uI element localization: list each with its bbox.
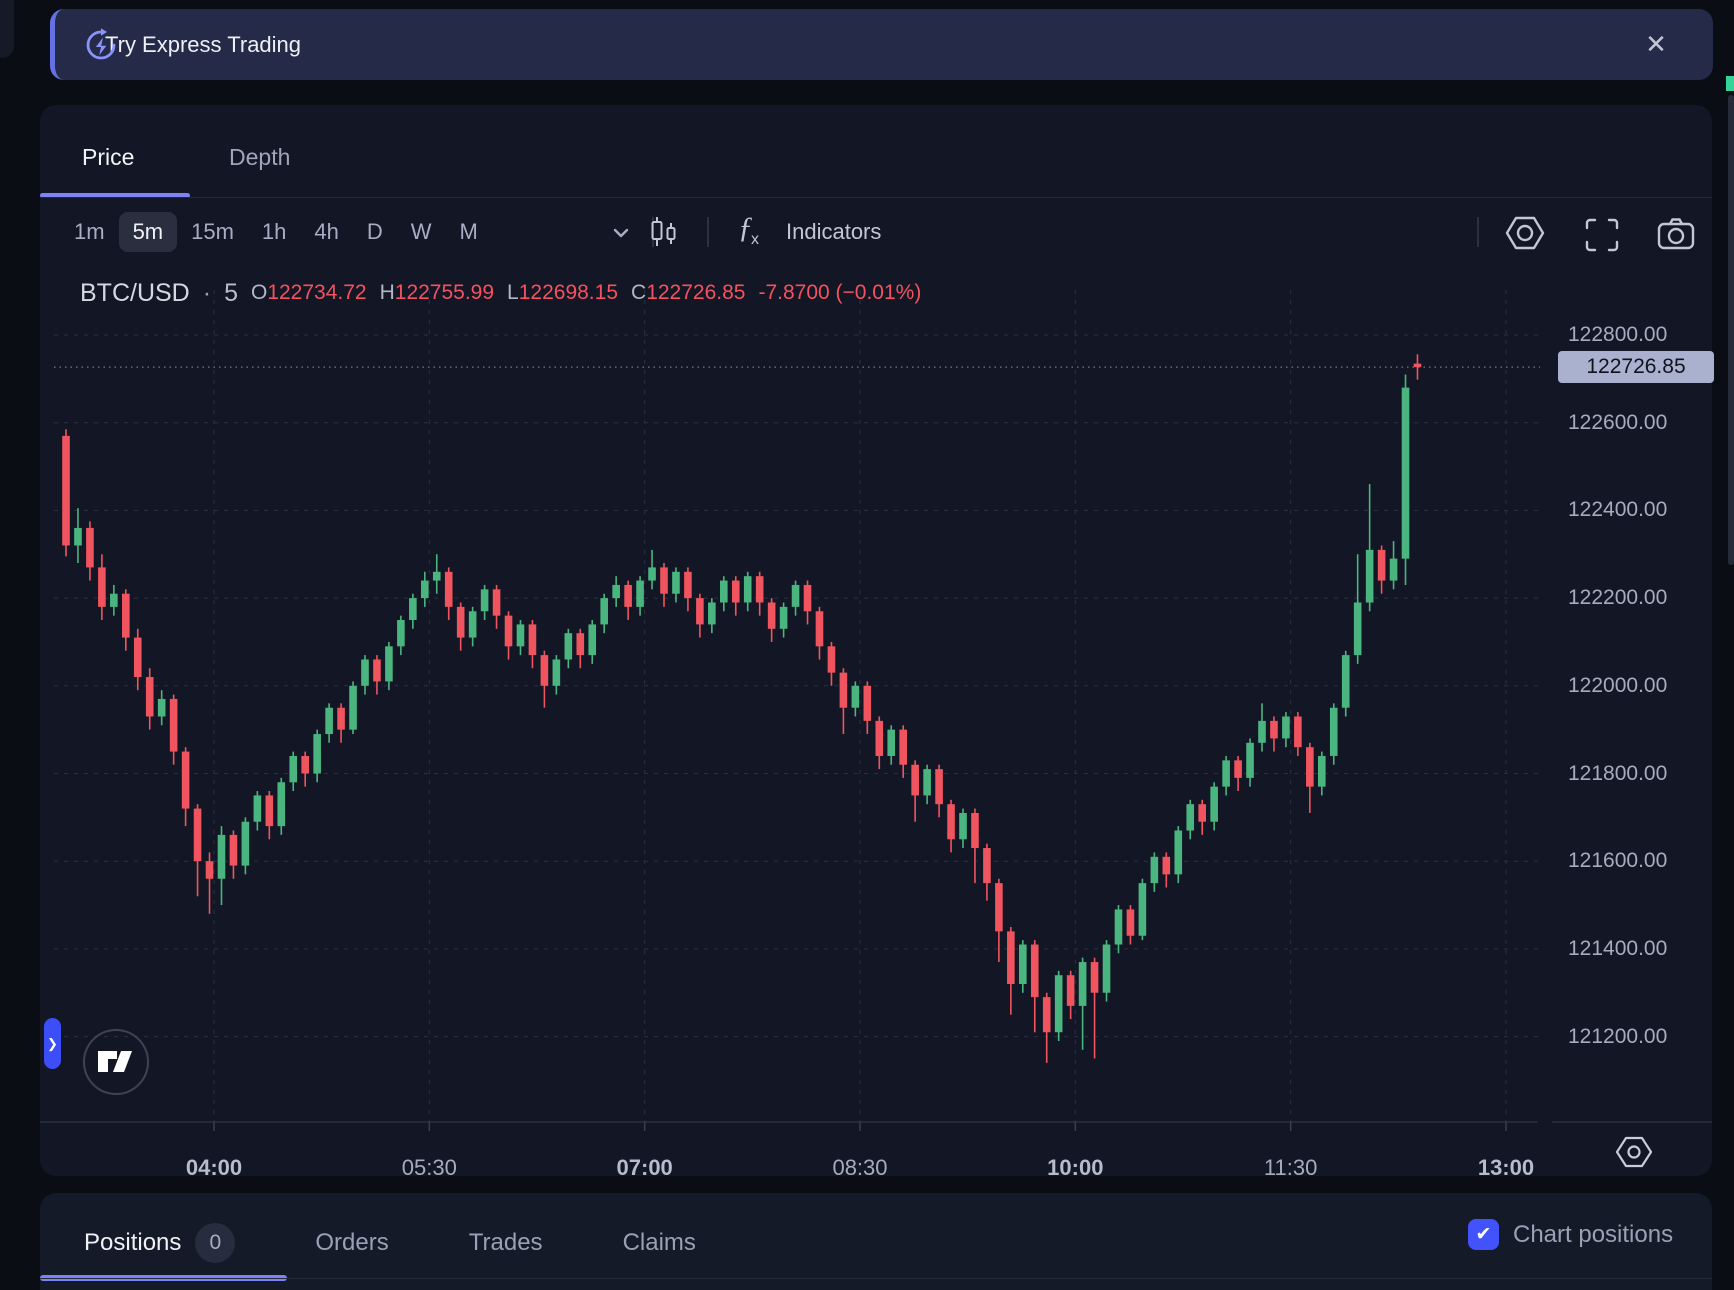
close-value: C122726.85 — [631, 281, 746, 304]
fullscreen-icon[interactable] — [1584, 217, 1620, 253]
price-tick-label: 122800.00 — [1568, 323, 1668, 346]
timeframe-5m[interactable]: 5m — [118, 212, 178, 252]
ohlc-legend: BTC/USD · 5 O122734.72 H122755.99 L12269… — [80, 277, 921, 309]
low-value: L122698.15 — [507, 281, 619, 304]
price-tick-label: 122400.00 — [1568, 498, 1668, 522]
price-tick-label: 121200.00 — [1568, 1024, 1668, 1048]
symbol-label[interactable]: BTC/USD — [80, 278, 190, 307]
camera-icon[interactable] — [1656, 215, 1696, 253]
bottom-tab-label: Trades — [468, 1229, 543, 1256]
scrollbar-thumb[interactable] — [1728, 95, 1734, 565]
positions-count-badge: 0 — [195, 1223, 236, 1263]
bottom-tab-orders[interactable]: Orders — [315, 1229, 388, 1257]
candles-icon[interactable] — [644, 213, 682, 253]
bottom-tab-positions[interactable]: Positions 0 — [84, 1223, 236, 1263]
toolbar-separator — [707, 217, 709, 247]
chevron-right-icon: ❯ — [47, 1035, 58, 1051]
open-value: O122734.72 — [250, 281, 367, 304]
chevron-down-icon[interactable] — [606, 213, 636, 251]
timeframe-4h[interactable]: 4h — [314, 219, 339, 244]
toolbar-separator — [1477, 217, 1479, 247]
timeframe-row: 1m 5m 15m 1h 4h D W M — [60, 209, 492, 255]
timeframe-1m[interactable]: 1m — [74, 219, 105, 244]
timeframe-1h[interactable]: 1h — [261, 219, 287, 244]
express-trading-refresh-bolt-icon — [86, 28, 116, 60]
banner-label: Try Express Trading — [105, 31, 302, 57]
bottom-tab-label: Claims — [622, 1229, 696, 1256]
time-tick-label: 13:00 — [1477, 1155, 1535, 1180]
offscreen-element-sliver — [1726, 76, 1734, 91]
checkbox-checked[interactable]: ✔ — [1468, 1219, 1499, 1250]
time-tick-label: 08:30 — [832, 1155, 888, 1180]
tradingview-logo[interactable] — [83, 1029, 149, 1095]
price-tick-label: 121800.00 — [1568, 761, 1668, 785]
pane-collapse-handle[interactable]: ❯ — [44, 1018, 61, 1069]
last-price-tag: 122726.85 — [1558, 351, 1714, 384]
bottom-tab-label: Positions — [84, 1229, 182, 1256]
bottom-tab-trades[interactable]: Trades — [469, 1229, 543, 1257]
tabs-divider — [40, 197, 1712, 198]
gear-icon[interactable] — [1504, 215, 1546, 251]
chart-panel: Price Depth 1m 5m 15m 1h 4h D W M ƒx Indicators — [40, 105, 1714, 1180]
price-tick-label: 121400.00 — [1568, 936, 1668, 960]
timeframe-d[interactable]: D — [366, 219, 383, 244]
tab-depth[interactable]: Depth — [229, 144, 291, 170]
time-tick-label: 11:30 — [1263, 1155, 1318, 1180]
timeframe-w[interactable]: W — [410, 219, 432, 244]
active-tab-underline — [40, 193, 190, 198]
indicators-button[interactable]: Indicators — [786, 219, 882, 244]
time-tick-label: 10:00 — [1047, 1155, 1104, 1180]
time-tick-label: 05:30 — [401, 1155, 457, 1180]
time-tick-label: 07:00 — [616, 1155, 673, 1180]
high-value: H122755.99 — [379, 281, 495, 304]
interval-label: 5 — [224, 278, 238, 307]
price-tick-label: 122200.00 — [1568, 586, 1668, 610]
bottom-tab-claims[interactable]: Claims — [623, 1229, 696, 1257]
price-tick-label: 122600.00 — [1568, 410, 1668, 434]
timeframe-15m[interactable]: 15m — [191, 219, 234, 244]
bottom-tab-label: Orders — [315, 1229, 389, 1256]
legend-separator: · — [202, 278, 212, 307]
express-trading-banner[interactable]: Try Express Trading ✕ — [50, 9, 1713, 80]
change-value: -7.8700 (−0.01%) — [758, 281, 922, 304]
chart-positions-label: Chart positions — [1513, 1220, 1674, 1248]
close-icon[interactable]: ✕ — [1645, 29, 1667, 59]
bottom-tabs: Positions 0 Orders Trades Claims — [84, 1223, 696, 1263]
time-tick-label: 04:00 — [185, 1155, 243, 1180]
price-tick-label: 122000.00 — [1568, 673, 1668, 697]
bottom-tabs-divider — [40, 1278, 1712, 1279]
checkmark-icon: ✔ — [1475, 1224, 1492, 1245]
fx-icon[interactable]: ƒx — [738, 211, 759, 248]
collapsed-sidebar-edge — [0, 0, 14, 58]
chart-positions-toggle[interactable]: ✔ Chart positions — [1468, 1219, 1673, 1250]
price-tick-label: 121600.00 — [1568, 849, 1668, 873]
positions-panel: Positions 0 Orders Trades Claims ✔ Chart pos… — [40, 1193, 1712, 1290]
timeframe-m[interactable]: M — [459, 219, 478, 244]
candlestick-chart[interactable] — [40, 290, 1712, 1145]
gear-icon[interactable] — [1615, 1135, 1653, 1169]
tab-price[interactable]: Price — [82, 144, 135, 170]
